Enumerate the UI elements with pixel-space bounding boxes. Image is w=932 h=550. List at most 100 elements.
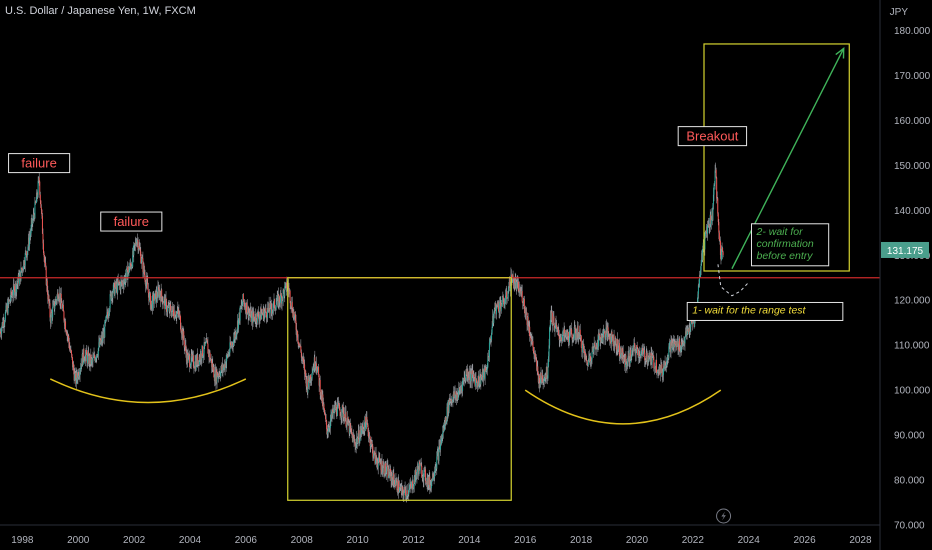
- candle-body: [229, 342, 231, 347]
- candle-body: [666, 359, 668, 361]
- candle-body: [646, 360, 648, 364]
- candle-body: [319, 379, 321, 386]
- candle-body: [582, 344, 584, 349]
- candle-body: [184, 344, 186, 347]
- candle-body: [82, 348, 84, 365]
- candle-body: [379, 457, 381, 463]
- candle-body: [161, 289, 163, 298]
- candle-body: [243, 300, 245, 303]
- candle-body: [363, 429, 365, 431]
- candle-body: [47, 292, 49, 300]
- candle-body: [452, 392, 454, 397]
- candle-body: [155, 292, 157, 303]
- candle-body: [521, 291, 523, 292]
- candle-body: [372, 446, 374, 458]
- candle-body: [566, 331, 568, 337]
- candle-body: [575, 333, 577, 339]
- candle-body: [336, 404, 338, 416]
- candle-body: [572, 338, 574, 340]
- candle-body: [364, 416, 366, 423]
- candle-body: [515, 279, 517, 283]
- candle-body: [239, 312, 241, 321]
- candle-body: [298, 344, 300, 346]
- candle-body: [168, 305, 170, 312]
- candle-body: [268, 303, 270, 312]
- candle-body: [509, 278, 511, 291]
- candle-body: [645, 360, 647, 362]
- candle-body: [486, 367, 488, 371]
- candle-body: [123, 281, 125, 287]
- candle-body: [258, 317, 260, 321]
- candle-body: [493, 313, 495, 324]
- last-price-label: 131.175: [887, 246, 924, 257]
- candle-body: [133, 245, 135, 256]
- candle-body: [183, 331, 185, 341]
- candle-body: [312, 367, 314, 372]
- candle-body: [153, 300, 155, 304]
- candle-body: [226, 354, 228, 362]
- candle-body: [373, 451, 375, 453]
- candle-body: [233, 334, 235, 340]
- candle-body: [552, 323, 554, 326]
- candle-body: [107, 314, 109, 318]
- candle-body: [388, 468, 390, 476]
- candle-body: [534, 354, 536, 356]
- candle-body: [230, 345, 232, 347]
- candle-body: [622, 348, 624, 353]
- candle-body: [200, 353, 202, 361]
- candle-body: [131, 266, 133, 269]
- candle-body: [588, 355, 590, 361]
- candle-body: [651, 353, 653, 363]
- candle-body: [58, 298, 60, 300]
- candle-body: [627, 355, 629, 363]
- year-tick-label: 2022: [682, 535, 705, 546]
- candle-body: [454, 391, 456, 398]
- candle-body: [381, 460, 383, 473]
- candle-body: [710, 214, 712, 224]
- price-tick-label: 80.000: [894, 476, 925, 487]
- candle-body: [5, 305, 7, 311]
- price-axis[interactable]: 70.000 80.000 90.000 100.000 110.000 120.000 1…: [879, 0, 931, 550]
- candle-body: [15, 282, 17, 292]
- candle-body: [316, 368, 318, 373]
- candle-body: [160, 289, 162, 302]
- candle-body: [349, 423, 351, 434]
- candle-body: [125, 268, 127, 277]
- candle-body: [536, 360, 538, 370]
- candle-body: [420, 464, 422, 466]
- candle-body: [341, 405, 343, 417]
- candle-body: [141, 257, 143, 263]
- candle-body: [278, 295, 280, 302]
- candle-body: [668, 346, 670, 359]
- candle-body: [652, 355, 654, 356]
- drawings-layer[interactable]: failure failure Breakout 2- wait forconfirm…: [0, 43, 880, 501]
- candle-body: [390, 468, 392, 472]
- candle-body: [276, 295, 278, 302]
- symbol-title[interactable]: U.S. Dollar / Japanese Yen, 1W, FXCM: [5, 5, 196, 17]
- candle-body: [401, 486, 403, 490]
- candle-body: [411, 483, 413, 489]
- candle-body: [626, 362, 628, 364]
- candle-body: [190, 364, 192, 367]
- candle-body: [217, 375, 219, 377]
- candle-body: [218, 373, 220, 377]
- candle-body: [297, 340, 299, 343]
- candle-body: [532, 347, 534, 353]
- candle-body: [252, 312, 254, 324]
- candle-body: [51, 312, 53, 318]
- candle-body: [639, 356, 641, 357]
- candle-body: [687, 331, 689, 335]
- candle-body: [567, 332, 569, 337]
- candle-body: [479, 374, 481, 383]
- candle-body: [425, 480, 427, 483]
- candle-body: [254, 320, 256, 322]
- time-axis[interactable]: 1998 2000 2002 2004 2006 2008 2010 2012 2014 2016…: [0, 508, 880, 546]
- candle-body: [617, 348, 619, 350]
- candle-body: [568, 340, 570, 343]
- candle-body: [234, 331, 236, 339]
- candle-body: [608, 333, 610, 335]
- candle-body: [690, 320, 692, 327]
- candle-body: [706, 229, 708, 234]
- candle-body: [307, 375, 309, 388]
